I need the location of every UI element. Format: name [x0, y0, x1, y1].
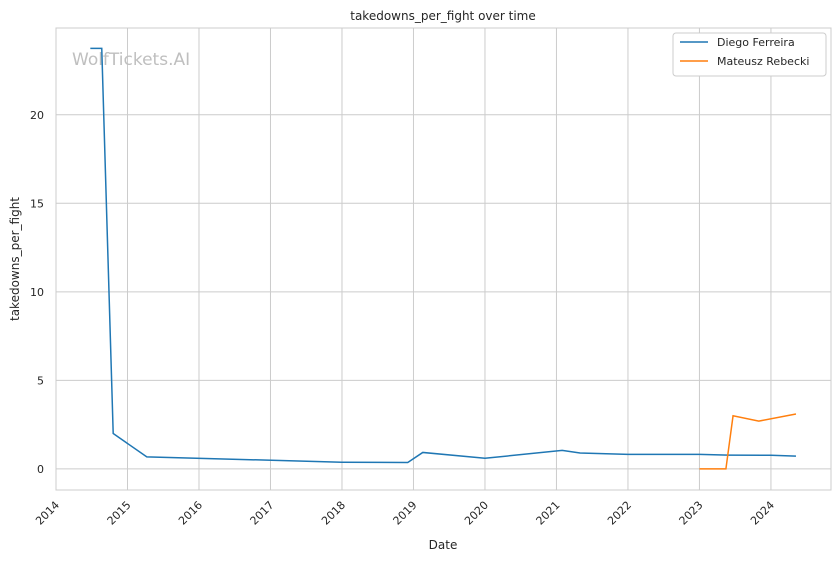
- y-tick-label: 20: [30, 109, 44, 122]
- x-tick-label: 2015: [105, 499, 134, 528]
- x-tick-label: 2019: [391, 499, 420, 528]
- x-tick-label: 2023: [677, 499, 706, 528]
- y-tick-label: 5: [37, 374, 44, 387]
- watermark: WolfTickets.AI: [72, 50, 190, 70]
- x-tick-label: 2018: [319, 499, 348, 528]
- series-line-mateusz-rebecki: [699, 413, 797, 470]
- x-tick-label: 2024: [748, 499, 777, 528]
- x-tick-label: 2014: [33, 499, 62, 528]
- series-line-diego-ferreira: [90, 47, 796, 464]
- chart-title: takedowns_per_fight over time: [350, 9, 536, 23]
- legend-label: Diego Ferreira: [717, 36, 795, 49]
- x-tick-label: 2020: [462, 499, 491, 528]
- x-tick-label: 2016: [176, 499, 205, 528]
- y-tick-label: 15: [30, 197, 44, 210]
- legend: Diego Ferreira Mateusz Rebecki: [672, 32, 827, 77]
- x-tick-label: 2022: [605, 499, 634, 528]
- x-tick-label: 2017: [248, 499, 277, 528]
- plot-frame: [55, 27, 832, 491]
- x-tick-label: 2021: [534, 499, 563, 528]
- legend-label: Mateusz Rebecki: [717, 55, 809, 68]
- y-tick-label: 10: [30, 286, 44, 299]
- y-axis-label: takedowns_per_fight: [8, 197, 22, 321]
- y-tick-label: 0: [37, 463, 44, 476]
- x-axis-label: Date: [429, 538, 458, 552]
